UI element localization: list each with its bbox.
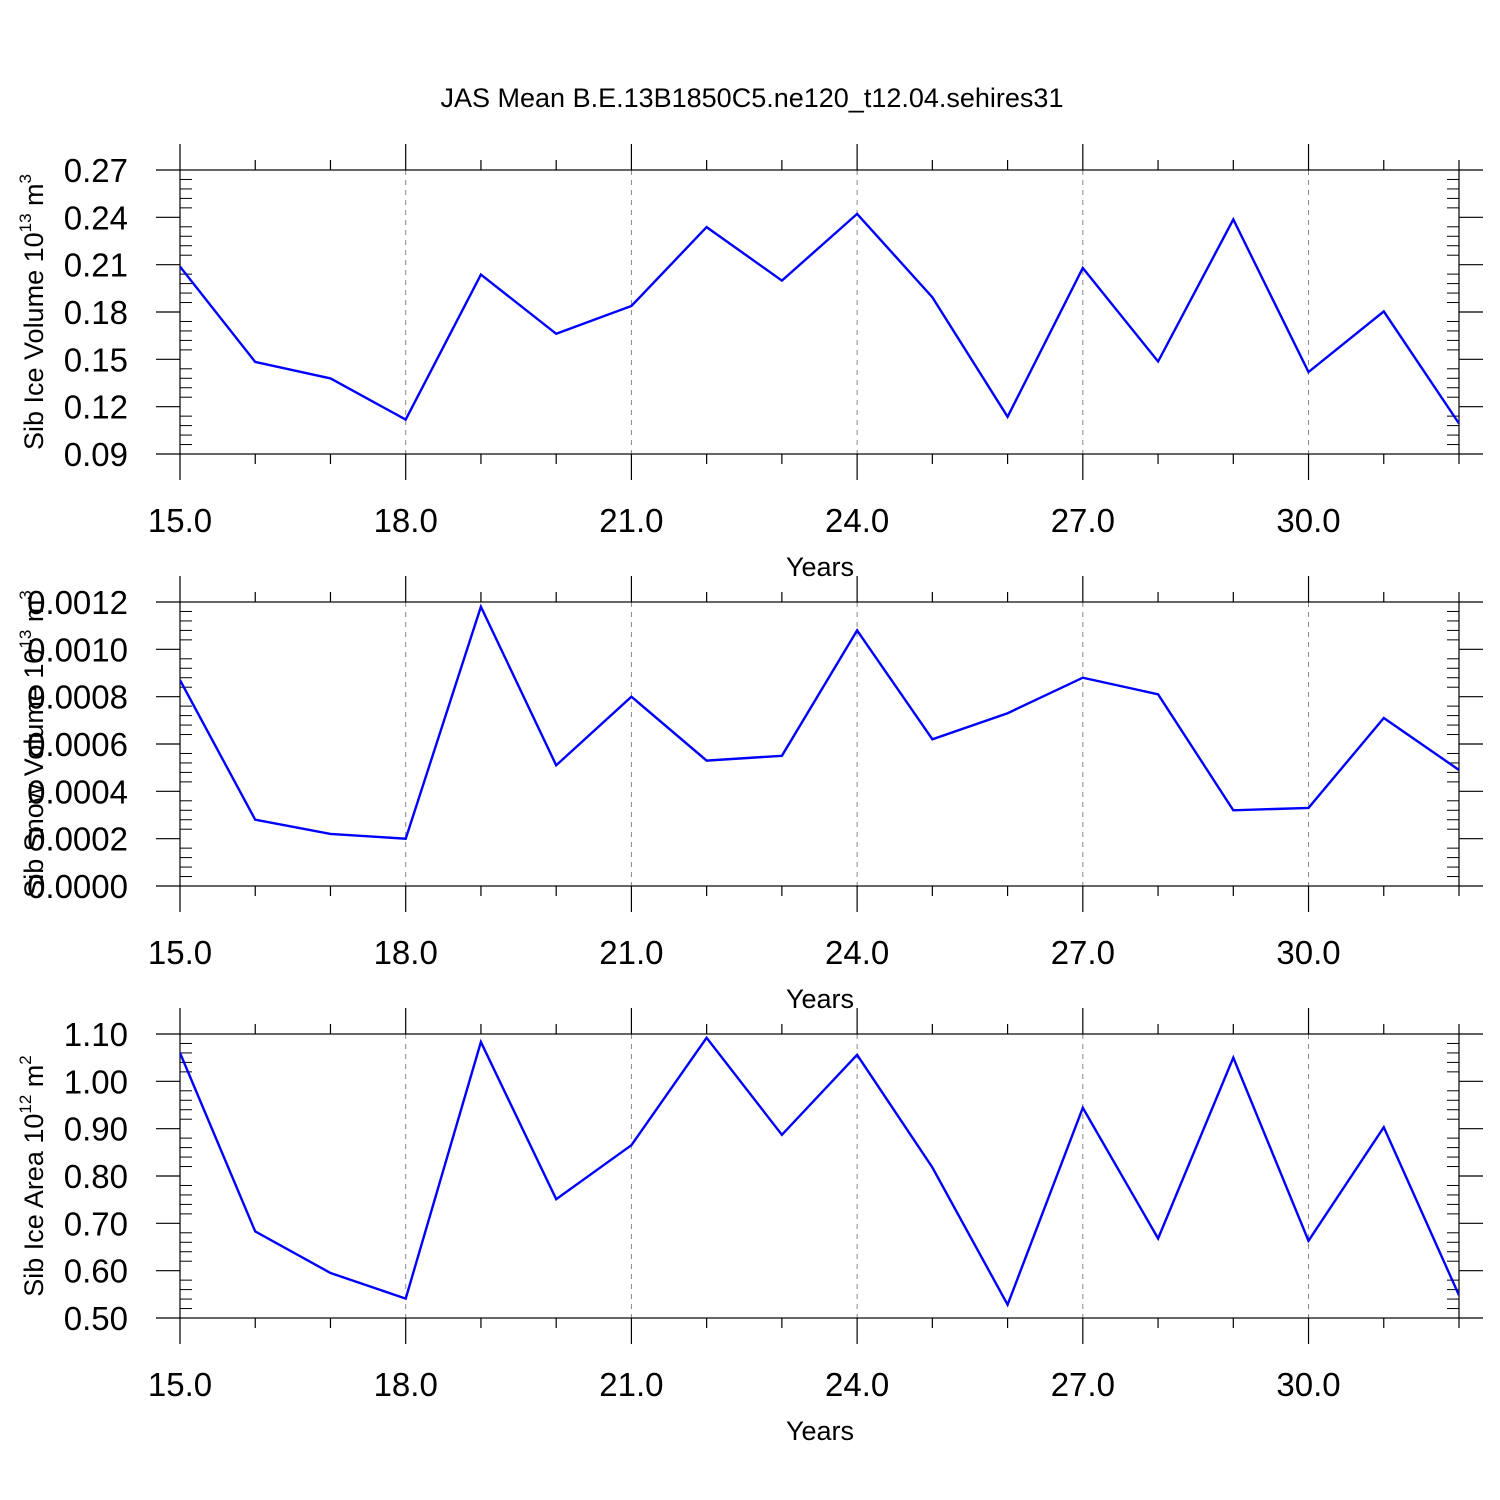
x-tick-label: 18.0 — [374, 502, 438, 539]
series-line — [180, 212, 1459, 425]
x-tick-label: 30.0 — [1276, 1366, 1340, 1403]
x-tick-label: 27.0 — [1051, 934, 1115, 971]
y-tick-label: 0.60 — [64, 1253, 128, 1290]
plot-frame — [179, 601, 1460, 887]
y-axis-label-exponent: 13 — [16, 213, 35, 232]
y-tick-label: 0.0006 — [27, 726, 128, 763]
x-tick-label: 21.0 — [599, 934, 663, 971]
y-axis-label-text: Sib Ice Volume 10 — [19, 232, 49, 450]
plot-frame — [179, 169, 1460, 455]
y-axis-label-text: Sib Ice Area 10 — [19, 1114, 49, 1297]
plot-frame — [179, 1033, 1460, 1319]
y-axis-label-exponent: 2 — [16, 1055, 35, 1064]
x-tick-label: 30.0 — [1276, 934, 1340, 971]
y-tick-label: 0.18 — [64, 294, 128, 331]
x-tick-label: 18.0 — [374, 1366, 438, 1403]
y-axis-label-exponent: 12 — [16, 1095, 35, 1114]
y-axis-label-exponent: 3 — [16, 590, 35, 599]
y-tick-label: 0.24 — [64, 199, 128, 236]
x-tick-label: 30.0 — [1276, 502, 1340, 539]
y-axis-label: Sib Ice Area 1012 m2 — [16, 1055, 49, 1297]
x-tick-label: 24.0 — [825, 1366, 889, 1403]
panel-2: 0.0000 0.0002 0.0004 0.0006 0.0008 0.0010 0.00… — [16, 576, 1483, 1014]
x-tick-label: 15.0 — [148, 1366, 212, 1403]
y-tick-label: 0.0012 — [27, 584, 128, 621]
y-axis-label-exponent: 13 — [16, 630, 35, 649]
y-tick-label: 0.0004 — [27, 773, 128, 810]
y-tick-label: 0.50 — [64, 1300, 128, 1337]
x-tick-label: 27.0 — [1051, 1366, 1115, 1403]
y-tick-label: 0.21 — [64, 247, 128, 284]
x-axis-label: Years — [786, 552, 854, 582]
x-axis-label: Years — [786, 984, 854, 1014]
x-tick-label: 15.0 — [148, 934, 212, 971]
y-axis-label-text: m — [19, 1065, 49, 1095]
panel-1: 0.09 0.12 0.15 0.18 0.21 0.24 0.27 15.0 18.0 21.0… — [16, 144, 1483, 582]
panel-3: 0.50 0.60 0.70 0.80 0.90 1.00 1.10 15.0 18.0 21.0… — [16, 1008, 1483, 1446]
series-line — [180, 1035, 1459, 1308]
y-tick-label: 0.0000 — [27, 868, 128, 905]
y-tick-label: 0.80 — [64, 1158, 128, 1195]
chart-title: JAS Mean B.E.13B1850C5.ne120_t12.04.sehi… — [441, 83, 1064, 113]
y-tick-label: 0.90 — [64, 1111, 128, 1148]
y-axis-label-exponent: 3 — [16, 174, 35, 183]
series-line — [180, 603, 1459, 840]
y-tick-label: 0.0008 — [27, 679, 128, 716]
y-tick-label: 0.70 — [64, 1205, 128, 1242]
y-axis-label-text: Sib Snow Volume 10 — [19, 649, 49, 898]
y-tick-label: 1.00 — [64, 1063, 128, 1100]
x-tick-label: 24.0 — [825, 502, 889, 539]
x-tick-label: 21.0 — [599, 502, 663, 539]
y-tick-label: 0.27 — [64, 152, 128, 189]
y-tick-label: 0.12 — [64, 389, 128, 426]
y-tick-label: 0.15 — [64, 341, 128, 378]
y-tick-label: 0.0002 — [27, 821, 128, 858]
x-tick-label: 21.0 — [599, 1366, 663, 1403]
y-tick-label: 1.10 — [64, 1016, 128, 1053]
y-axis-label-text: m — [19, 183, 49, 213]
y-tick-label: 0.0010 — [27, 631, 128, 668]
y-tick-label: 0.09 — [64, 436, 128, 473]
x-axis-label: Years — [786, 1416, 854, 1446]
x-tick-label: 15.0 — [148, 502, 212, 539]
x-tick-label: 18.0 — [374, 934, 438, 971]
x-tick-label: 24.0 — [825, 934, 889, 971]
y-axis-label-text: m — [19, 600, 49, 630]
y-axis-label: Sib Ice Volume 1013 m3 — [16, 174, 49, 450]
y-axis-label: Sib Snow Volume 1013 m3 — [16, 590, 49, 898]
x-tick-label: 27.0 — [1051, 502, 1115, 539]
